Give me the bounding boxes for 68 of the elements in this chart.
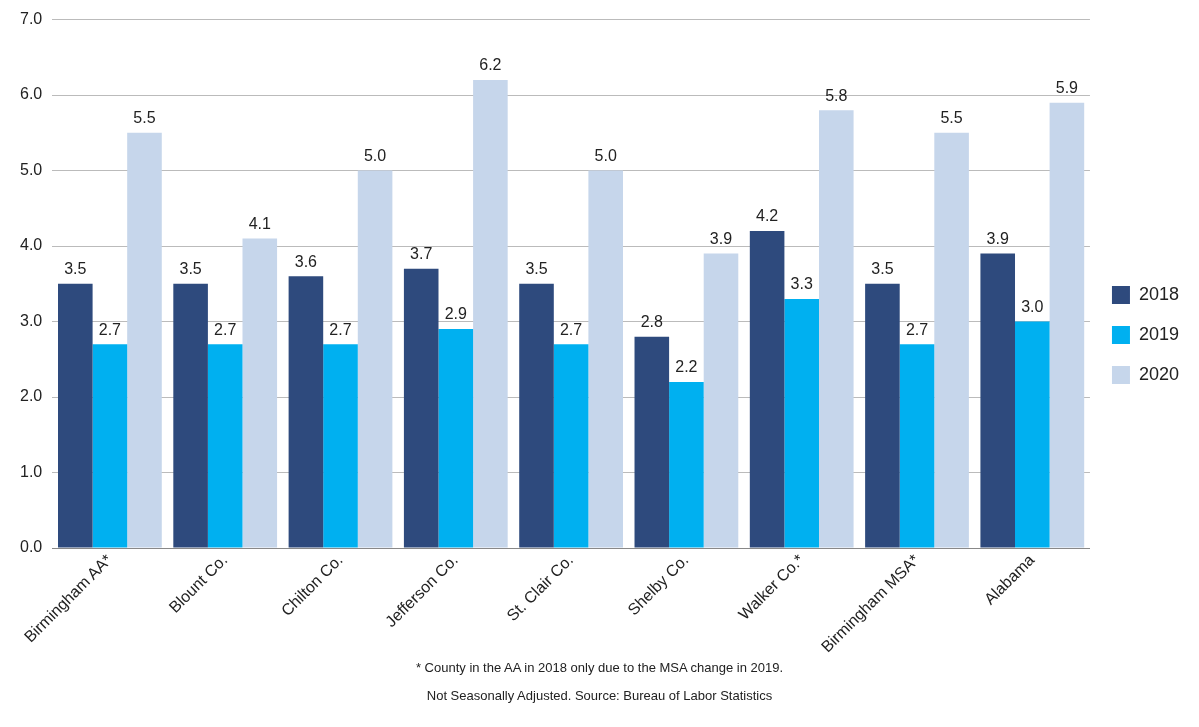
data-label: 2.2 — [675, 358, 698, 376]
data-label: 2.7 — [905, 320, 929, 338]
y-tick-label: 6.0 — [19, 85, 43, 103]
text: * County in the AA in 2018 only due to the MSA change in 2019. — [414, 660, 785, 675]
data-label: 3.5 — [871, 260, 894, 278]
data-label: 5.0 — [363, 146, 387, 164]
x-tick-label: St. Clair Co. — [503, 551, 577, 625]
bar — [819, 110, 854, 548]
y-tick-label: 5.0 — [19, 160, 43, 178]
bar — [92, 344, 128, 548]
data-label: 2.7 — [329, 320, 352, 338]
bar — [899, 344, 935, 548]
bar — [588, 170, 623, 548]
bar — [1049, 102, 1085, 548]
data-label: 3.9 — [986, 230, 1009, 248]
bar — [403, 268, 439, 548]
data-label: 5.0 — [594, 146, 617, 164]
bar — [784, 298, 819, 548]
bar — [669, 381, 704, 548]
y-tick-label: 1.0 — [19, 462, 43, 480]
text: Not Seasonally Adjusted. Source: Bureau of Labor Statistics — [425, 688, 774, 703]
bar — [58, 283, 93, 548]
data-label: 3.0 — [1021, 297, 1044, 315]
y-tick-label: 4.0 — [19, 236, 43, 254]
data-label: 3.6 — [294, 252, 318, 270]
data-label: 5.5 — [940, 109, 963, 127]
y-tick-label: 0.0 — [19, 538, 43, 556]
data-label: 3.9 — [709, 230, 733, 248]
data-label: 5.9 — [1055, 79, 1079, 97]
data-label: 2.7 — [214, 320, 237, 338]
bar — [634, 336, 670, 548]
bar — [865, 283, 900, 548]
legend-label: 2020 — [1138, 363, 1179, 384]
bar — [323, 344, 358, 548]
data-label: 2.7 — [559, 320, 583, 338]
data-label: 4.2 — [755, 207, 779, 225]
data-label: 3.5 — [179, 260, 202, 278]
y-tick-label: 7.0 — [19, 10, 43, 28]
data-label: 2.7 — [98, 320, 122, 338]
bar — [207, 344, 243, 548]
data-label: 3.7 — [410, 245, 433, 263]
data-label: 2.9 — [444, 305, 468, 323]
bar — [288, 276, 324, 548]
bar — [749, 230, 785, 548]
data-label: 5.5 — [133, 109, 156, 127]
data-label: 2.8 — [640, 313, 664, 331]
bar — [127, 132, 162, 548]
bar — [519, 283, 554, 548]
bar — [438, 329, 474, 548]
data-label: 3.5 — [525, 260, 548, 278]
bar — [934, 132, 969, 548]
data-label: 3.3 — [790, 275, 813, 293]
bar — [173, 283, 208, 548]
bar — [357, 170, 393, 548]
y-tick-label: 3.0 — [19, 311, 43, 329]
y-tick-label: 2.0 — [19, 387, 43, 405]
legend-label: 2018 — [1138, 283, 1179, 304]
data-label: 6.2 — [479, 56, 502, 74]
bar — [473, 79, 508, 548]
bar — [553, 344, 589, 548]
data-label: 3.5 — [64, 260, 87, 278]
legend-label: 2019 — [1138, 323, 1179, 344]
bar — [242, 238, 278, 548]
data-label: 5.8 — [825, 86, 848, 104]
data-label: 4.1 — [248, 214, 271, 232]
bar — [703, 253, 739, 548]
bar — [980, 253, 1016, 548]
bar — [1015, 321, 1050, 548]
